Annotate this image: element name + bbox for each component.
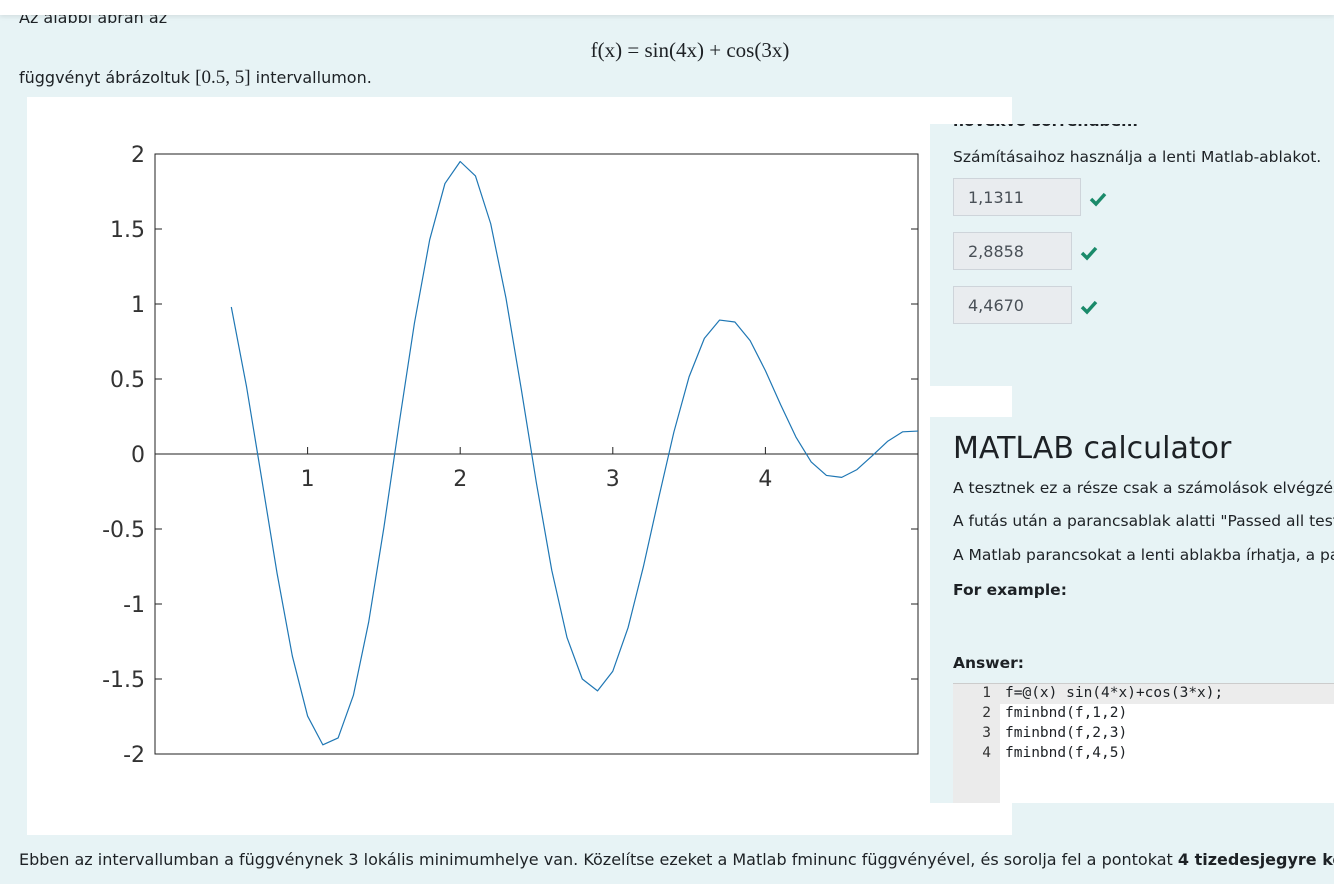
calculator-title: MATLAB calculator — [953, 431, 1232, 466]
y-tick-label: -1.5 — [102, 668, 145, 693]
check-icon — [1080, 300, 1098, 315]
y-tick-label: 1 — [131, 293, 145, 318]
y-tick-label: 1.5 — [110, 218, 145, 243]
text: függvényt ábrázoltuk — [19, 68, 191, 87]
paragraph: A futás után a parancsablak alatti "Pass… — [953, 512, 1334, 530]
y-tick-label: 0 — [131, 443, 145, 468]
y-tick-label: 0.5 — [110, 368, 145, 393]
paragraph: A tesztnek ez a része csak a számolások … — [953, 479, 1334, 497]
text: intervallumon. — [255, 68, 372, 87]
code-editor[interactable]: 1 f=@(x) sin(4*x)+cos(3*x); 2 fminbnd(f,1,2… — [953, 683, 1334, 803]
x-tick-label: 3 — [606, 467, 620, 492]
y-tick-label: -2 — [123, 743, 145, 768]
x-tick-label: 4 — [758, 467, 772, 492]
formula: f(x) = sin(4x) + cos(3x) — [590, 38, 790, 62]
check-icon — [1089, 192, 1107, 207]
instruction: Számításaihoz használja a lenti Matlab-a… — [953, 148, 1322, 166]
code-line: fminbnd(f,1,2) — [1005, 705, 1128, 721]
check-icon — [1080, 246, 1098, 261]
answer-label: Answer: — [953, 654, 1024, 672]
x-tick-label: 2 — [453, 467, 467, 492]
data-line — [230, 160, 919, 746]
line-number: 4 — [982, 745, 991, 761]
task-text: Ebben az intervallumban a függvénynek 3 … — [19, 850, 1334, 869]
line-number: 2 — [982, 705, 991, 721]
top-bar — [0, 0, 1334, 15]
chart-panel: 2 1.5 1 0.5 0 -0.5 -1 -1.5 -2 1 2 3 4 — [27, 97, 1012, 835]
matlab-panel: MATLAB calculator A tesztnek ez a része … — [930, 417, 1334, 803]
answer-input[interactable]: 4,4670 — [953, 286, 1072, 324]
y-tick-label: -0.5 — [102, 518, 145, 543]
line-number: 1 — [982, 685, 991, 701]
y-tick-label: 2 — [131, 143, 145, 168]
active-line — [1000, 684, 1334, 704]
line-number: 3 — [982, 725, 991, 741]
x-tick-label: 1 — [301, 467, 315, 492]
interval-sentence: függvényt ábrázoltuk [0.5, 5] intervallu… — [19, 67, 372, 89]
example-label: For example: — [953, 581, 1067, 599]
bold-text: 4 tizedesjegyre kerekítve, — [1177, 850, 1334, 869]
chart: 2 1.5 1 0.5 0 -0.5 -1 -1.5 -2 1 2 3 4 — [102, 143, 919, 768]
interval: [0.5, 5] — [195, 67, 251, 88]
clipped-text: növekvő sorrendben. — [953, 124, 1138, 130]
code-line: f=@(x) sin(4*x)+cos(3*x); — [1005, 685, 1224, 701]
y-tick-label: -1 — [123, 593, 145, 618]
code-line: fminbnd(f,2,3) — [1005, 725, 1128, 741]
answer-input[interactable]: 2,8858 — [953, 232, 1072, 270]
text: Ebben az intervallumban a függvénynek 3 … — [19, 850, 1178, 869]
answer-input[interactable]: 1,1311 — [953, 178, 1081, 216]
answer-panel: növekvő sorrendben. Számításaihoz haszná… — [930, 124, 1334, 386]
paragraph: A Matlab parancsokat a lenti ablakba írh… — [953, 546, 1334, 564]
gutter — [953, 684, 1000, 803]
code-line: fminbnd(f,4,5) — [1005, 745, 1128, 761]
